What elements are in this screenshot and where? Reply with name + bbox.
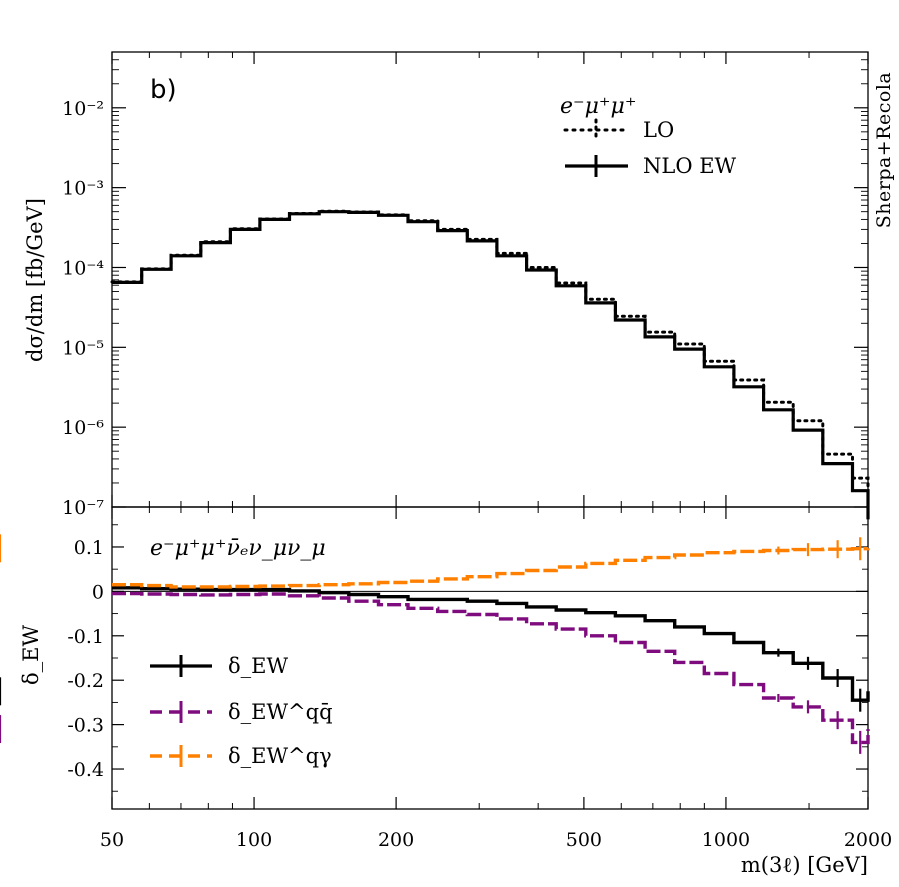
legend-nlo-label: NLO EW [643, 154, 737, 178]
top-y-tick-label: 10⁻⁷ [62, 497, 104, 519]
x-tick-label: 200 [378, 829, 414, 851]
top-ylabel: dσ/dm [fb/GeV] [23, 198, 47, 362]
bottom-y-tick-label: -0.4 [67, 759, 104, 781]
top-panel-ticks: 10⁻² 10⁻³ 10⁻⁴ 10⁻⁵ 10⁻⁶ 10⁻⁷ [62, 51, 869, 519]
bottom-series-delta-ew-qgamma [112, 547, 870, 589]
legend-delta-ew-qqbar-label: δ_EW^qq̄ [228, 700, 333, 724]
top-y-tick-label: 10⁻⁶ [62, 417, 104, 439]
bottom-y-tick-label: -0.2 [67, 670, 104, 692]
bottom-process-label: e⁻μ⁺μ⁺ν̄ₑν_μν_μ [150, 536, 326, 561]
top-series-nlo-ew [112, 210, 870, 520]
top-series-lo [110, 209, 870, 506]
panel-tag: b) [150, 75, 177, 105]
bottom-y-tick-label: -0.3 [67, 715, 104, 737]
x-tick-label: 50 [100, 829, 124, 851]
top-y-tick-label: 10⁻² [62, 98, 104, 120]
x-tick-label: 2000 [844, 829, 892, 851]
legend-lo-label: LO [643, 118, 674, 142]
bottom-y-tick-label: -0.1 [67, 626, 104, 648]
side-label: Sherpa+Recola [873, 72, 895, 229]
x-tick-label: 1000 [702, 829, 750, 851]
bottom-series-delta-ew [112, 586, 870, 702]
legend-delta-ew-qgamma-label: δ_EW^qγ [228, 744, 332, 768]
top-y-tick-label: 10⁻³ [62, 178, 104, 200]
top-legend: LO NLO EW [563, 118, 737, 178]
x-tick-label: 100 [236, 829, 272, 851]
top-y-tick-label: 10⁻⁴ [62, 257, 104, 279]
bottom-panel-series [0, 534, 870, 754]
bottom-ylabel: δ_EW [19, 625, 43, 685]
top-panel-frame [111, 51, 869, 508]
top-process-label: e⁻μ⁺μ⁺ [560, 94, 636, 119]
bottom-y-tick-label: 0 [92, 581, 104, 603]
legend-delta-ew-label: δ_EW [228, 654, 288, 678]
x-tick-label: 500 [566, 829, 602, 851]
bottom-legend: δ_EW δ_EW^qq̄ δ_EW^qγ [150, 654, 333, 768]
bottom-panel-ticks: 0.1 0 -0.1 -0.2 -0.3 -0.4 50 100 200 500 1000 2000 [67, 507, 892, 851]
top-y-tick-label: 10⁻⁵ [62, 337, 104, 359]
x-axis-label: m(3ℓ) [GeV] [741, 853, 868, 877]
top-panel-series [110, 209, 870, 520]
bottom-series-delta-ew-qqbar [112, 591, 870, 745]
bottom-y-tick-label: 0.1 [74, 537, 104, 559]
